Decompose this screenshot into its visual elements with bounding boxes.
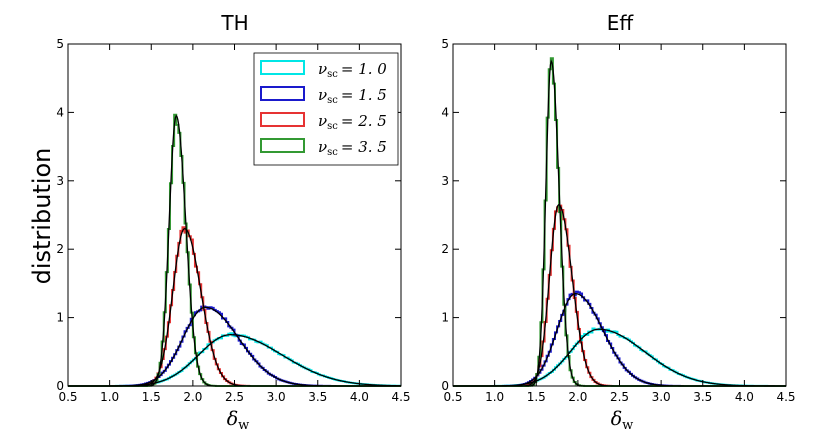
x-tick-label: 0.5 xyxy=(58,390,77,404)
plot-background xyxy=(453,44,786,386)
legend-label: νsc = 2. 5 xyxy=(318,112,387,132)
x-tick-label: 3.0 xyxy=(652,390,671,404)
y-tick-label: 1 xyxy=(56,311,64,325)
x-tick-label: 2.0 xyxy=(183,390,202,404)
y-tick-label: 4 xyxy=(56,105,64,119)
x-tick-label: 4.5 xyxy=(776,390,795,404)
x-tick-label: 1.5 xyxy=(527,390,546,404)
x-axis-label-subscript: w xyxy=(238,418,249,433)
legend-label: νsc = 1. 5 xyxy=(318,86,387,106)
x-axis-label-eff: δw xyxy=(611,408,634,433)
x-tick-label: 0.5 xyxy=(443,390,462,404)
y-tick-label: 0 xyxy=(56,379,64,393)
x-tick-label: 4.5 xyxy=(391,390,410,404)
panel-eff: Eff 0.5 1.0 1.5 2.0 2.5 3.0 3.5 4.0 4.5 0 1 2 3 4 5 xyxy=(441,11,795,404)
y-tick-label: 3 xyxy=(441,174,449,188)
y-tick-label: 0 xyxy=(441,379,449,393)
legend-swatch xyxy=(260,86,305,101)
y-tick-label: 3 xyxy=(56,174,64,188)
x-tick-label: 3.5 xyxy=(693,390,712,404)
legend-label: νsc = 3. 5 xyxy=(318,138,387,158)
y-tick-label: 2 xyxy=(56,242,64,256)
y-tick-label: 5 xyxy=(56,37,64,51)
legend-label: νsc = 1. 0 xyxy=(318,60,387,80)
x-axis-label-symbol: δ xyxy=(611,408,622,430)
legend-swatch xyxy=(260,138,305,153)
x-tick-label: 1.5 xyxy=(142,390,161,404)
legend-frame xyxy=(253,52,399,166)
legend-entry: νsc = 1. 5 xyxy=(260,86,387,106)
x-axis-label-th: δw xyxy=(227,408,250,433)
legend-entry: νsc = 2. 5 xyxy=(260,112,387,132)
legend-entry: νsc = 1. 0 xyxy=(260,60,387,80)
x-tick-label: 2.0 xyxy=(568,390,587,404)
x-tick-label: 3.5 xyxy=(308,390,327,404)
panel-title-th: TH xyxy=(220,11,248,35)
x-axis-label-symbol: δ xyxy=(227,408,238,430)
x-tick-label: 2.5 xyxy=(225,390,244,404)
y-tick-label: 2 xyxy=(441,242,449,256)
x-tick-label: 3.0 xyxy=(267,390,286,404)
eff-plot-area xyxy=(453,44,786,387)
th-axes: 0.5 1.0 1.5 2.0 2.5 3.0 3.5 4.0 4.5 0 1 2 3 4 5 xyxy=(56,37,410,404)
legend-swatch xyxy=(260,112,305,127)
y-tick-label: 5 xyxy=(441,37,449,51)
legend-swatch xyxy=(260,60,305,75)
x-tick-label: 4.0 xyxy=(735,390,754,404)
eff-axes: 0.5 1.0 1.5 2.0 2.5 3.0 3.5 4.0 4.5 0 1 2 3 4 5 xyxy=(441,37,795,404)
y-tick-label: 1 xyxy=(441,311,449,325)
y-axis-label: distribution xyxy=(28,148,56,285)
y-tick-label: 4 xyxy=(441,105,449,119)
x-tick-label: 4.0 xyxy=(350,390,369,404)
x-tick-label: 2.5 xyxy=(610,390,629,404)
x-tick-label: 1.0 xyxy=(100,390,119,404)
legend-entry: νsc = 3. 5 xyxy=(260,138,387,158)
legend: νsc = 1. 0 νsc = 1. 5 νsc = 2. 5 νsc = 3. 5 xyxy=(253,52,399,166)
x-axis-label-subscript: w xyxy=(622,418,633,433)
panel-title-eff: Eff xyxy=(607,11,635,35)
x-tick-label: 1.0 xyxy=(485,390,504,404)
